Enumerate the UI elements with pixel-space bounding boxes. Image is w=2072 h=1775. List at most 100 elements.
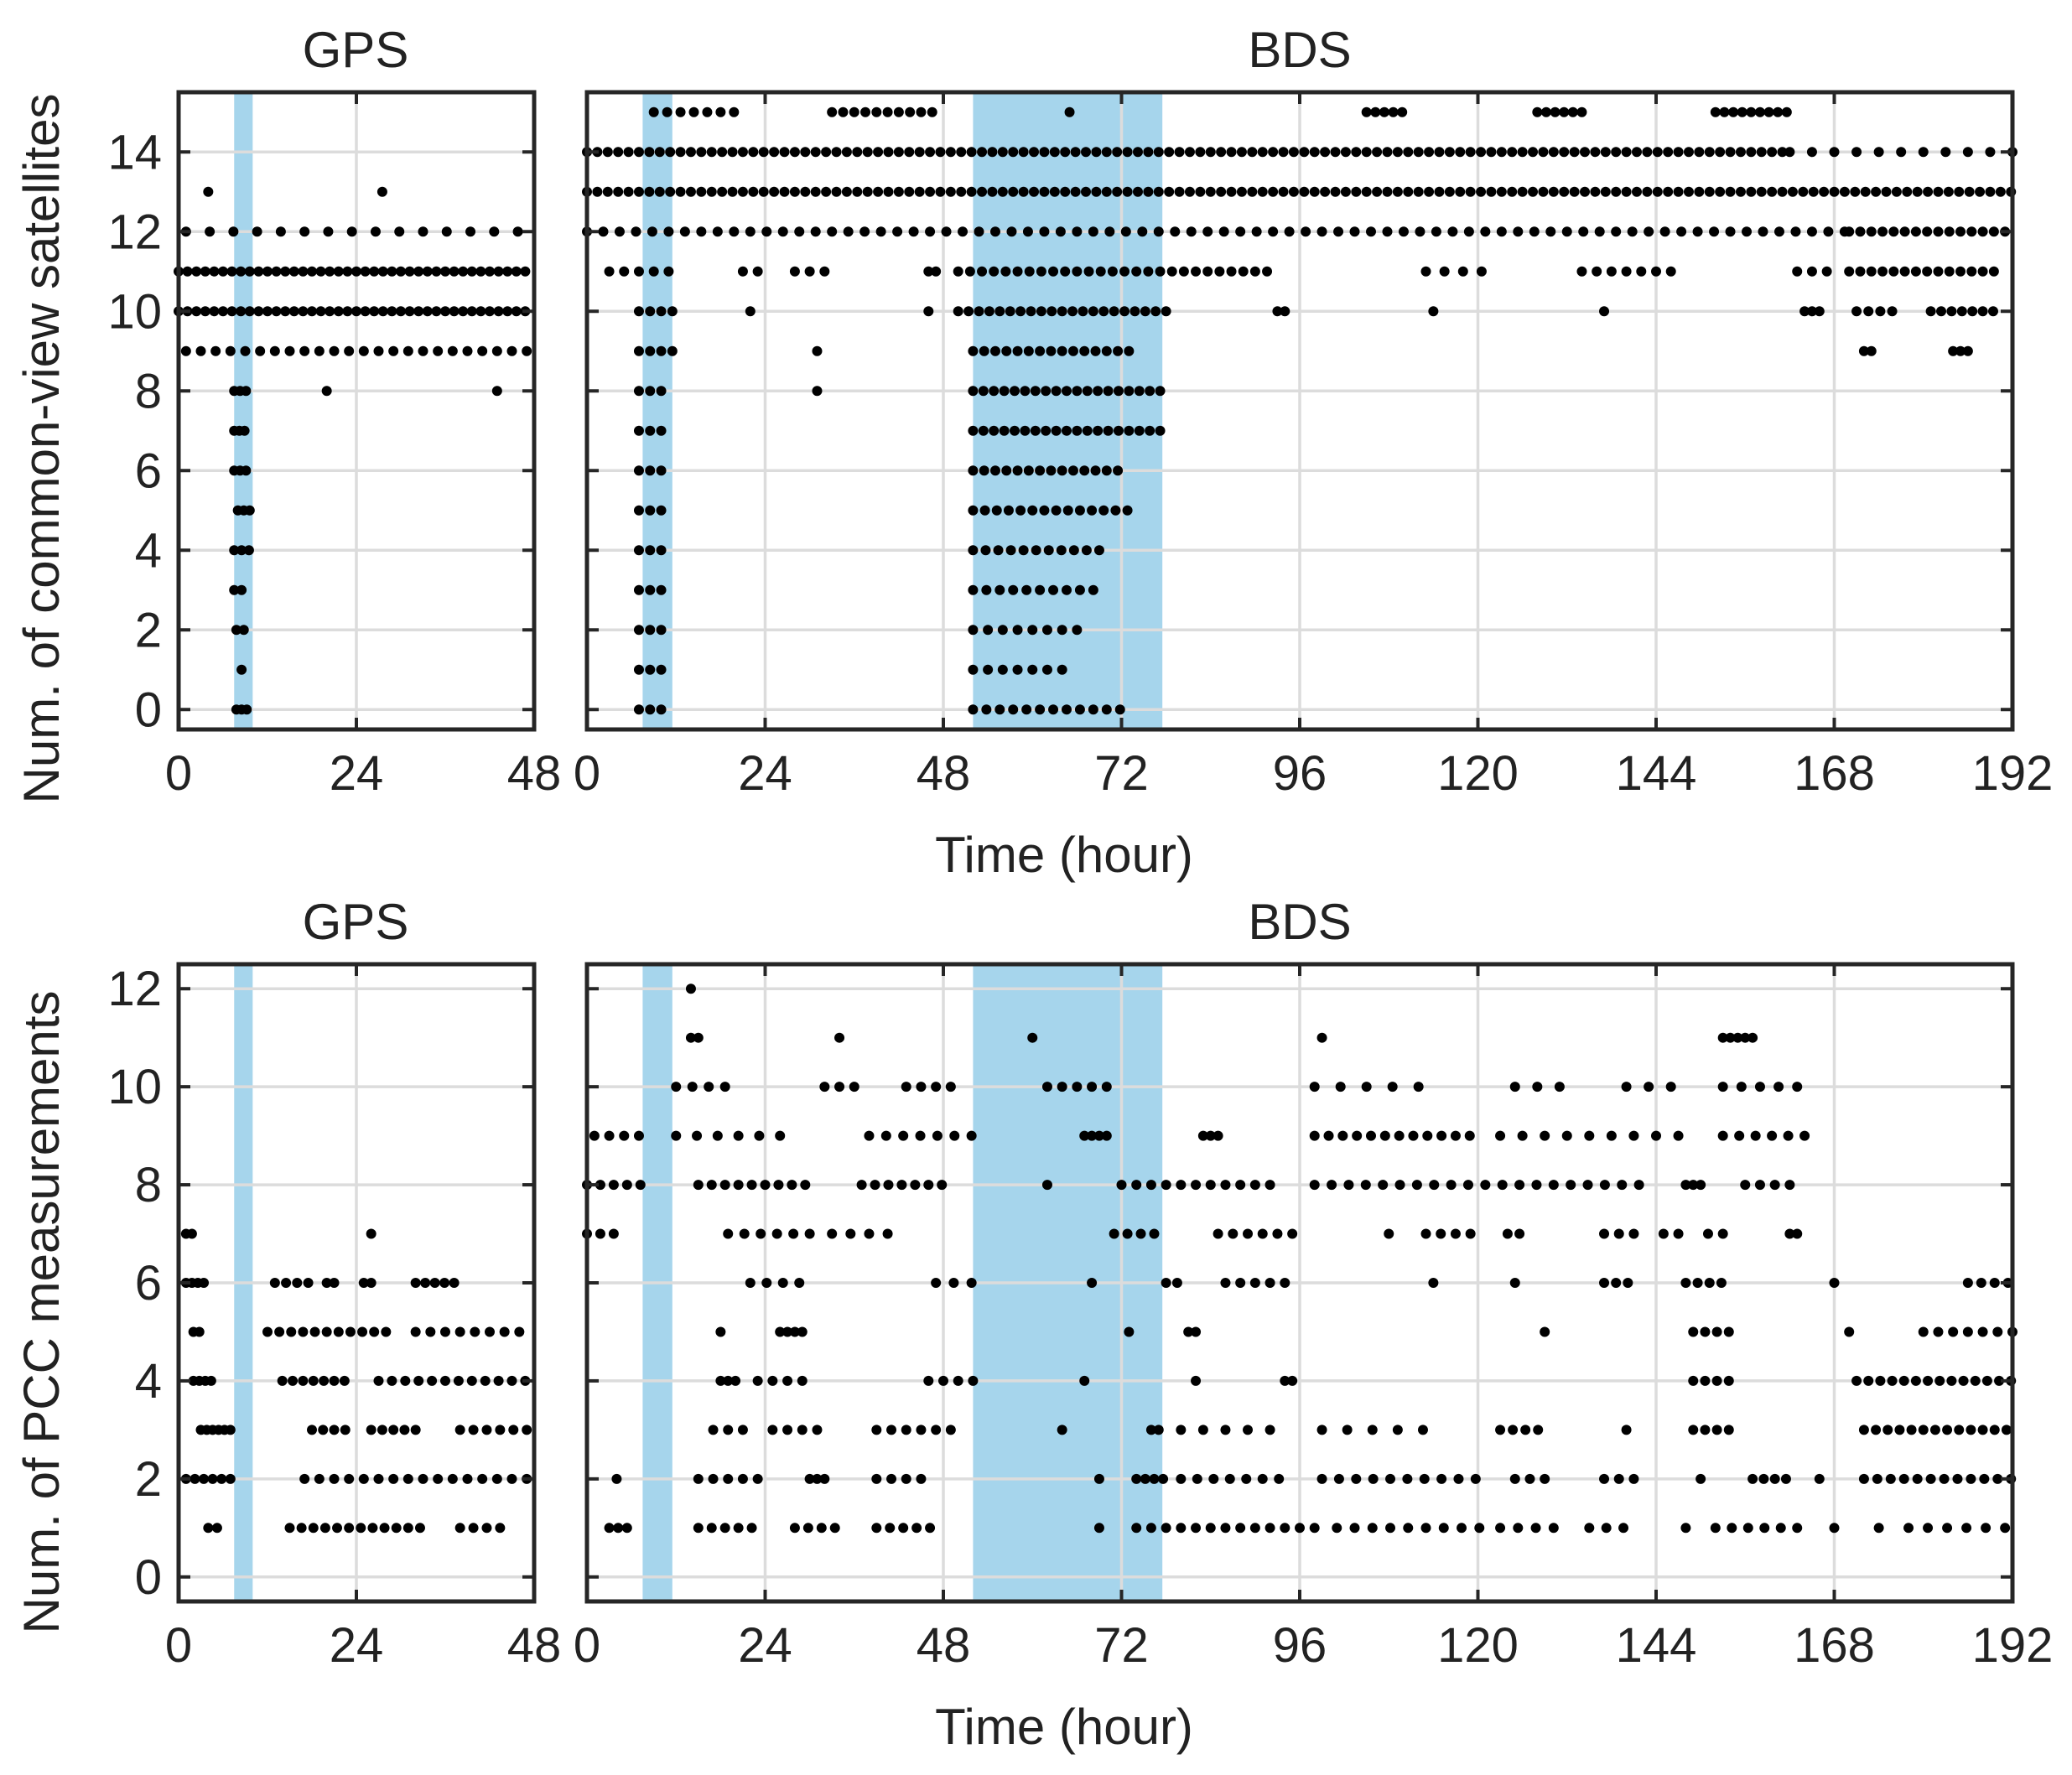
data-point [1599,1180,1610,1191]
data-point [715,1326,726,1337]
data-point [1398,226,1409,237]
data-point [344,1473,355,1484]
data-point [1155,386,1166,397]
data-point [1249,1278,1260,1288]
data-point [314,1473,325,1484]
data-point [647,226,657,237]
data-point [1161,1180,1171,1191]
data-point [1372,147,1383,158]
data-point [1933,266,1944,277]
data-point [1184,186,1195,197]
data-point [1896,147,1907,158]
data-point [1517,1130,1528,1141]
data-point [491,345,502,356]
data-point [782,1425,793,1435]
data-point [1098,306,1109,317]
data-point [1220,1180,1231,1191]
data-point [758,186,769,197]
data-point [1061,704,1072,715]
data-point [1074,704,1085,715]
data-point [241,386,252,397]
data-point [849,106,859,117]
data-point [1727,1523,1737,1534]
data-point [1548,186,1559,197]
data-point [1545,226,1556,237]
data-point [1948,1326,1959,1337]
data-point [1012,664,1023,675]
data-point [945,186,956,197]
data-point [715,1375,726,1386]
data-point [1464,1130,1475,1141]
data-point [465,226,476,237]
data-point [1191,1523,1202,1534]
data-point [692,1130,703,1141]
data-point [1665,1082,1676,1093]
data-point [1183,1326,1194,1337]
data-point [1005,545,1016,556]
data-point [1134,425,1145,436]
data-point [1278,147,1289,158]
data-point [1419,1473,1430,1484]
data-point [1061,425,1072,436]
data-point [1027,625,1038,636]
data-point [433,345,444,356]
data-point [706,1180,717,1191]
data-point [1081,545,1092,556]
data-point [1046,345,1057,356]
data-point [794,1278,805,1288]
data-point [345,1326,356,1337]
data-point [1122,147,1133,158]
data-point [303,1278,314,1288]
data-point [645,425,656,436]
data-point [329,1375,340,1386]
data-point [730,1375,741,1386]
data-point [654,186,665,197]
data-point [1113,386,1124,397]
data-point [1495,1523,1506,1534]
data-point [218,306,228,317]
data-point [1431,226,1441,237]
x-tick-label: 48 [917,746,971,801]
data-point [1618,1523,1629,1534]
data-point [1397,106,1408,117]
data-point [989,465,1000,476]
y-tick-label: 0 [135,682,162,737]
data-point [1361,147,1372,158]
data-point [989,266,1000,277]
data-point [495,1425,506,1435]
data-point [1829,147,1840,158]
data-point [1894,1425,1905,1435]
data-point [675,186,686,197]
data-point [1717,1130,1728,1141]
data-point [1012,465,1023,476]
data-point [1955,345,1966,356]
data-point [719,1180,730,1191]
data-point [1166,266,1177,277]
data-point [522,345,532,356]
data-point [1082,386,1093,397]
data-point [1164,147,1175,158]
data-point [1197,1130,1208,1141]
data-point [1070,147,1081,158]
data-point [1952,1473,1963,1484]
data-point [1145,425,1155,436]
x-tick-label: 72 [1094,746,1149,801]
data-point [1933,226,1944,237]
data-point [953,266,963,277]
data-point [1236,186,1247,197]
data-point [1046,465,1057,476]
data-point [1176,1180,1187,1191]
data-point [896,1180,907,1191]
data-point [1696,1180,1706,1191]
data-point [948,1278,959,1288]
data-point [1067,345,1078,356]
data-point [994,584,1005,595]
data-point [1680,1523,1691,1534]
data-point [1079,465,1090,476]
data-point [1149,1228,1160,1239]
data-point [1005,306,1015,317]
data-point [723,1425,734,1435]
data-point [1288,186,1299,197]
data-point [1700,1375,1711,1386]
data-point [1628,1473,1639,1484]
